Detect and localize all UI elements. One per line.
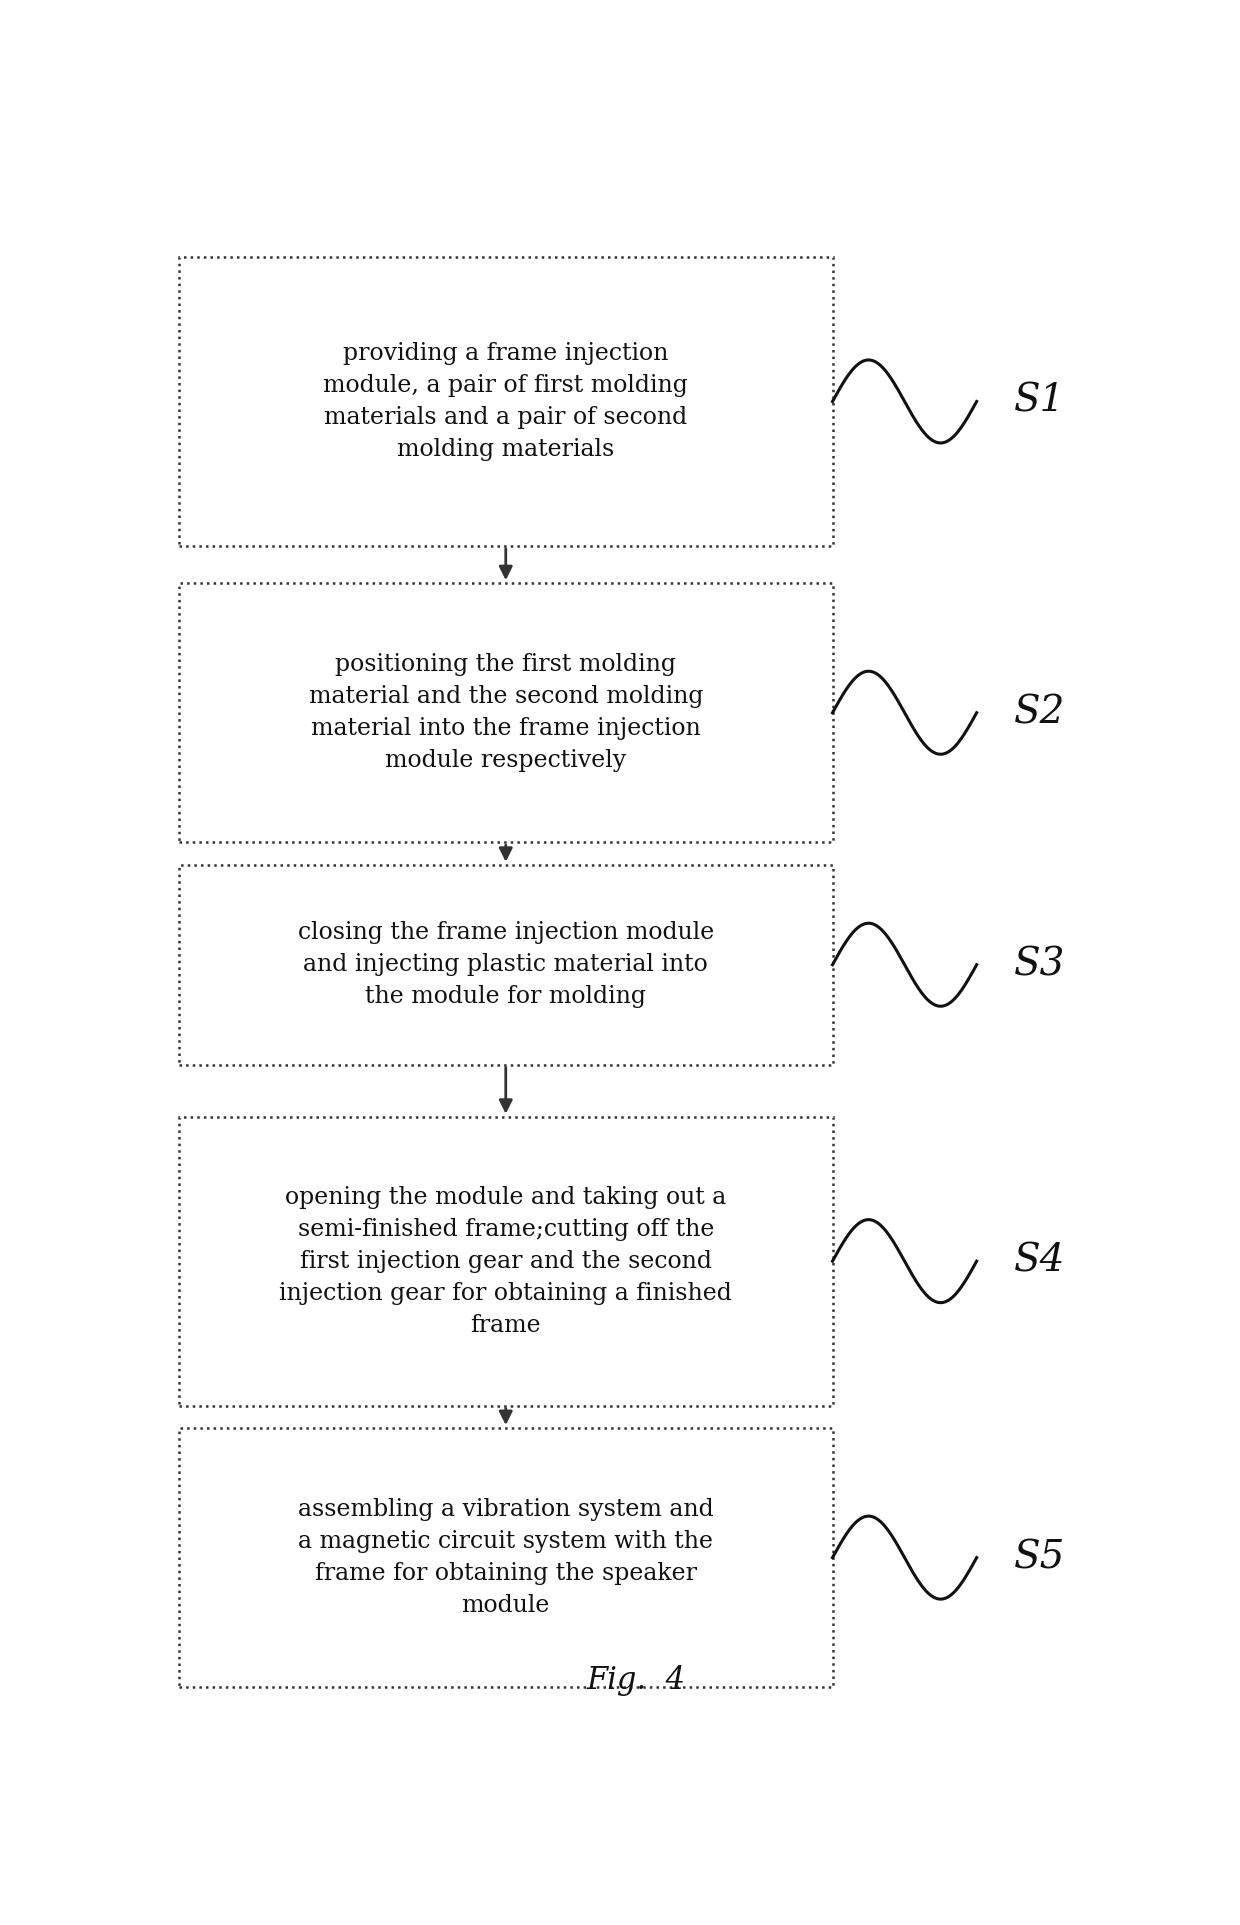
Text: closing the frame injection module
and injecting plastic material into
the modul: closing the frame injection module and i…: [298, 922, 714, 1009]
Text: S5: S5: [1013, 1540, 1065, 1577]
Text: S3: S3: [1013, 947, 1065, 984]
Text: providing a frame injection
module, a pair of first molding
materials and a pair: providing a frame injection module, a pa…: [324, 343, 688, 460]
Text: opening the module and taking out a
semi-finished frame;cutting off the
first in: opening the module and taking out a semi…: [279, 1186, 732, 1336]
FancyBboxPatch shape: [179, 1116, 832, 1405]
FancyBboxPatch shape: [179, 864, 832, 1065]
FancyBboxPatch shape: [179, 1428, 832, 1688]
Text: positioning the first molding
material and the second molding
material into the : positioning the first molding material a…: [309, 653, 703, 772]
Text: S4: S4: [1013, 1244, 1065, 1280]
Text: Fig.  4: Fig. 4: [587, 1665, 684, 1696]
Text: assembling a vibration system and
a magnetic circuit system with the
frame for o: assembling a vibration system and a magn…: [298, 1498, 714, 1617]
Text: S1: S1: [1013, 383, 1065, 420]
Text: S2: S2: [1013, 695, 1065, 732]
FancyBboxPatch shape: [179, 256, 832, 547]
FancyBboxPatch shape: [179, 583, 832, 843]
